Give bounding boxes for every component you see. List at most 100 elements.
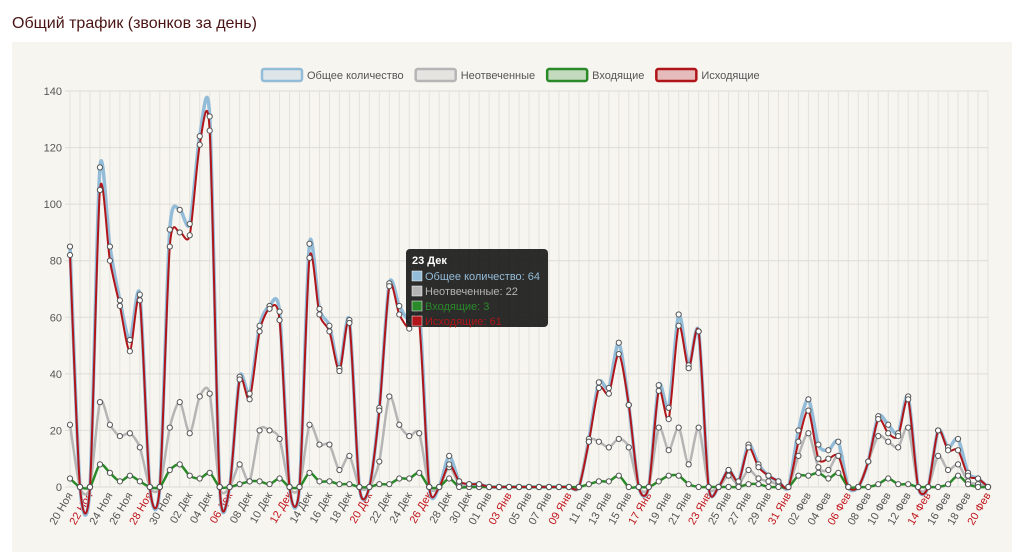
data-point	[595, 438, 602, 445]
data-point	[935, 427, 942, 434]
data-point	[356, 483, 363, 491]
data-point	[655, 382, 662, 389]
data-point	[116, 432, 123, 440]
data-point	[585, 438, 592, 445]
data-point	[755, 481, 762, 488]
data-point	[256, 427, 263, 434]
data-point	[166, 466, 173, 474]
data-point	[346, 452, 353, 459]
data-point	[196, 141, 203, 148]
data-point	[166, 424, 173, 431]
data-point	[905, 424, 912, 431]
data-point	[256, 478, 263, 485]
data-point	[316, 478, 323, 485]
legend-swatch	[414, 67, 457, 83]
data-point	[575, 483, 582, 491]
tooltip-item: Неотвеченные: 22	[425, 286, 518, 298]
data-point	[665, 447, 672, 454]
legend-label: Исходящие	[701, 70, 759, 82]
data-point	[216, 483, 223, 491]
data-point	[615, 472, 622, 479]
data-point	[116, 302, 123, 310]
data-point	[944, 481, 952, 488]
data-point	[106, 257, 114, 264]
data-point	[206, 469, 213, 476]
data-point	[695, 424, 702, 431]
data-point	[426, 483, 433, 491]
data-point	[186, 430, 193, 437]
data-point	[545, 483, 553, 491]
data-point	[196, 133, 203, 140]
data-point	[795, 427, 802, 434]
data-point	[795, 452, 802, 459]
data-point	[605, 478, 612, 485]
data-point	[595, 384, 602, 392]
data-point	[655, 424, 662, 431]
data-point	[336, 466, 343, 474]
data-point	[446, 461, 453, 468]
data-point	[745, 481, 752, 488]
data-point	[755, 464, 762, 471]
data-point	[406, 432, 413, 440]
data-point	[196, 475, 203, 482]
tooltip-item: Входящие: 3	[425, 301, 489, 313]
data-point	[246, 390, 253, 397]
data-point	[895, 481, 902, 488]
data-point	[96, 461, 104, 468]
data-point	[176, 461, 183, 468]
data-point	[196, 393, 203, 400]
tooltip-item: Исходящие: 61	[425, 316, 502, 328]
data-point	[675, 311, 682, 318]
data-point	[795, 472, 802, 479]
data-point	[605, 444, 612, 451]
data-point	[326, 441, 333, 448]
data-point	[885, 430, 892, 437]
data-point	[954, 461, 962, 468]
data-point	[944, 466, 952, 474]
data-point	[725, 466, 732, 474]
data-point	[66, 475, 74, 482]
data-point	[615, 435, 622, 443]
data-point	[845, 483, 852, 491]
data-point	[296, 483, 303, 491]
data-point	[206, 390, 213, 397]
data-point	[875, 416, 882, 423]
data-point	[256, 328, 263, 335]
data-point	[236, 481, 243, 488]
data-point	[974, 475, 982, 482]
data-point	[126, 472, 133, 479]
data-point	[795, 438, 802, 445]
data-point	[136, 297, 143, 304]
data-point	[685, 481, 692, 488]
data-point	[964, 472, 972, 479]
data-point	[665, 472, 672, 479]
data-point	[705, 483, 712, 491]
y-tick-label: 20	[50, 425, 62, 437]
tooltip-item: Общее количество: 64	[425, 271, 540, 283]
data-point	[605, 384, 612, 392]
y-tick-label: 80	[50, 256, 62, 268]
data-point	[126, 336, 133, 344]
data-point	[935, 452, 942, 459]
data-point	[326, 328, 333, 335]
data-point	[495, 483, 503, 491]
data-point	[396, 302, 403, 310]
data-point	[825, 447, 832, 454]
data-point	[236, 461, 243, 468]
legend-swatch	[260, 67, 304, 83]
data-point	[815, 469, 822, 476]
data-point	[66, 421, 74, 428]
data-point	[675, 472, 682, 479]
tooltip-box	[406, 249, 548, 327]
data-point	[346, 319, 353, 327]
data-point	[485, 483, 493, 491]
data-point	[476, 481, 483, 488]
data-point	[915, 483, 922, 491]
data-point	[396, 421, 403, 428]
data-point	[86, 483, 94, 491]
data-point	[226, 483, 233, 491]
data-point	[835, 469, 842, 476]
data-point	[825, 466, 832, 474]
